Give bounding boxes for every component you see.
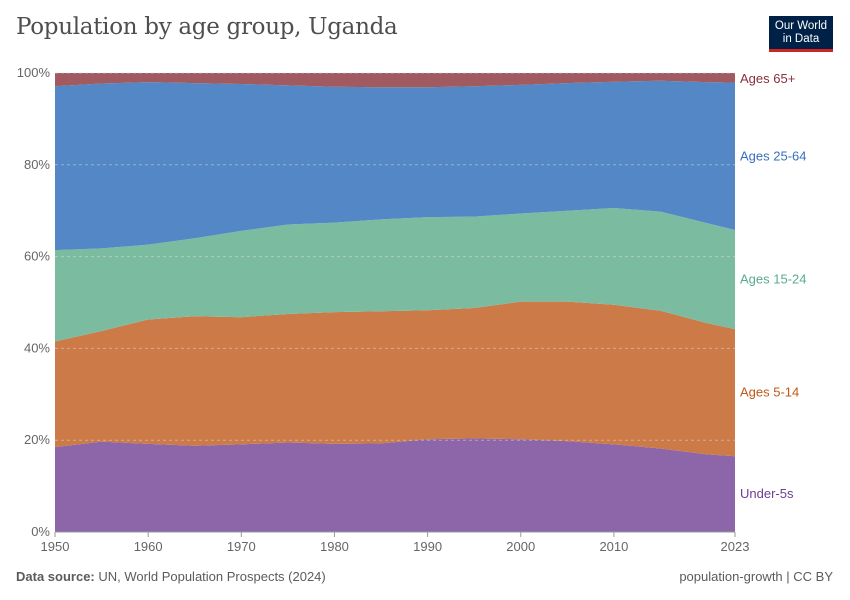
data-source: Data source: UN, World Population Prospe… [16,569,326,584]
x-tick-label: 2010 [599,539,628,554]
logo-line1: Our World [774,20,828,32]
logo-line2: in Data [782,33,820,45]
x-tick-label: 1950 [41,539,70,554]
series-label: Ages 65+ [740,71,795,86]
x-tick-label: 1980 [320,539,349,554]
series-label: Ages 15-24 [740,272,807,287]
footer-right[interactable]: population-growth | CC BY [679,569,833,584]
y-tick-label: 100% [17,65,51,80]
y-tick-label: 20% [24,432,50,447]
x-tick-label: 2023 [721,539,750,554]
area-ages-25-64 [55,80,735,251]
area-ages-15-24 [55,207,735,342]
x-tick-label: 1990 [413,539,442,554]
owid-logo[interactable]: Our World in Data [769,16,833,52]
source-label: Data source: [16,569,95,584]
area-under-5s [55,438,735,532]
x-tick-label: 1960 [134,539,163,554]
chart-title: Population by age group, Uganda [16,14,398,40]
area-ages-5-14 [55,301,735,457]
x-tick-label: 1970 [227,539,256,554]
source-text[interactable]: UN, World Population Prospects (2024) [98,569,326,584]
series-label: Ages 25-64 [740,148,807,163]
x-tick-label: 2000 [506,539,535,554]
series-label: Under-5s [740,486,794,501]
series-label: Ages 5-14 [740,385,799,400]
y-tick-label: 0% [31,524,50,539]
y-tick-label: 40% [24,340,50,355]
area-ages-65- [55,73,735,88]
y-tick-label: 60% [24,249,50,264]
y-tick-label: 80% [24,157,50,172]
